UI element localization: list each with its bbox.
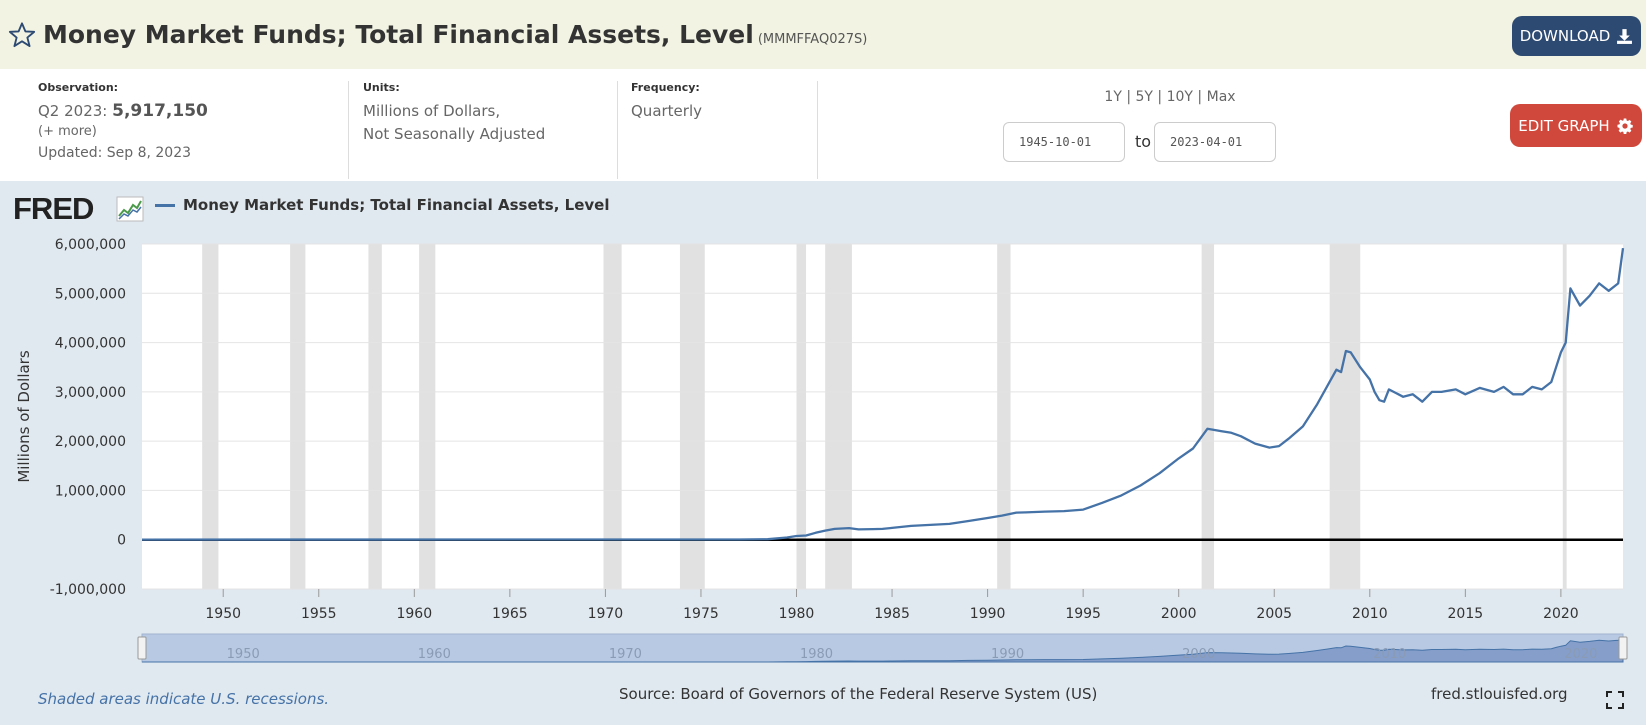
y-tick-label: 4,000,000 (55, 336, 126, 352)
navigator-tick-label: 1960 (418, 647, 451, 662)
x-axis: 1950 1955 1960 1965 1970 1975 1980 1985 1990 1995… (205, 589, 1579, 622)
legend-swatch (155, 203, 175, 207)
fred-url[interactable]: fred.stlouisfed.org (1431, 685, 1568, 703)
recession-band (796, 244, 807, 589)
recession-band (1201, 244, 1215, 589)
x-tick-label: 1965 (492, 606, 528, 622)
divider (617, 81, 618, 179)
y-tick-label: 6,000,000 (55, 237, 126, 253)
y-tick-label: 3,000,000 (55, 385, 126, 401)
recession-band (997, 244, 1011, 589)
more-link[interactable]: (+ more) (38, 124, 97, 139)
x-tick-label: 1950 (205, 606, 241, 622)
edit-graph-button[interactable]: EDIT GRAPH (1510, 104, 1642, 147)
navigator-tick-label: 2020 (1564, 647, 1597, 662)
x-tick-label: 2020 (1543, 606, 1579, 622)
plot-area (142, 244, 1623, 589)
frequency-value: Quarterly (631, 102, 702, 120)
y-tick-label: -1,000,000 (50, 582, 126, 598)
star-icon[interactable] (8, 21, 36, 49)
units-line-1: Millions of Dollars, (363, 102, 501, 120)
line-chart: -1,000,000 0 1,000,000 2,000,000 3,000,000 4,… (15, 237, 1628, 663)
observation-value: 5,917,150 (112, 101, 208, 121)
range-5y-link[interactable]: 5Y (1135, 89, 1153, 105)
frequency-block: Frequency: Quarterly (631, 81, 702, 123)
x-tick-label: 1975 (683, 606, 719, 622)
series-layer (141, 247, 1625, 541)
frequency-heading: Frequency: (631, 81, 700, 94)
legend-label: Money Market Funds; Total Financial Asse… (183, 196, 610, 214)
x-tick-label: 1955 (301, 606, 337, 622)
x-tick-label: 1985 (874, 606, 910, 622)
gear-icon (1617, 118, 1633, 134)
recession-band (825, 244, 852, 589)
y-tick-label: 5,000,000 (55, 286, 126, 302)
recession-note: Shaded areas indicate U.S. recessions. (38, 690, 330, 708)
units-line-2: Not Seasonally Adjusted (363, 125, 546, 143)
download-button[interactable]: DOWNLOAD (1512, 16, 1641, 56)
recession-band (290, 244, 306, 589)
recession-band (202, 244, 219, 589)
navigator-tick-label: 2010 (1373, 647, 1406, 662)
navigator-tick-label: 1990 (991, 647, 1024, 662)
fred-logo[interactable]: FRED (13, 191, 94, 226)
recession-band (603, 244, 622, 589)
x-tick-label: 1960 (396, 606, 432, 622)
y-tick-label: 0 (117, 533, 126, 549)
y-tick-label: 2,000,000 (55, 434, 126, 450)
range-10y-link[interactable]: 10Y (1166, 89, 1193, 105)
series-id: (MMMFFAQ027S) (757, 32, 868, 47)
fullscreen-icon[interactable] (1606, 691, 1624, 709)
x-tick-label: 1990 (970, 606, 1006, 622)
series-meta: Observation: Q2 2023: 5,917,150 (+ more)… (0, 69, 1646, 181)
navigator-series (142, 636, 1624, 663)
navigator-tick-label: 1980 (800, 647, 833, 662)
download-icon (1617, 28, 1633, 44)
y-tick-label: 1,000,000 (55, 483, 126, 499)
x-tick-label: 1995 (1065, 606, 1101, 622)
navigator-tick-label: 1950 (227, 647, 260, 662)
recession-band (419, 244, 436, 589)
recession-bands (142, 244, 1623, 589)
navigator-right-handle[interactable] (1618, 636, 1628, 660)
y-axis-label: Millions of Dollars (15, 350, 33, 483)
units-block: Units: Millions of Dollars, Not Seasonal… (363, 81, 545, 146)
series-line (141, 247, 1625, 541)
end-date-input[interactable]: 2023-04-01 (1154, 122, 1276, 162)
observation-heading: Observation: (38, 81, 119, 94)
observation-block: Observation: Q2 2023: 5,917,150 (+ more)… (38, 81, 208, 164)
recession-band (368, 244, 382, 589)
download-label: DOWNLOAD (1519, 27, 1611, 45)
observation-period: Q2 2023: (38, 102, 108, 120)
edit-graph-label: EDIT GRAPH (1518, 116, 1610, 135)
source-credit: Source: Board of Governors of the Federa… (619, 685, 1098, 703)
x-tick-label: 1970 (588, 606, 624, 622)
range-max-link[interactable]: Max (1206, 89, 1236, 105)
x-tick-label: 2015 (1448, 606, 1484, 622)
start-date-input[interactable]: 1945-10-01 (1003, 122, 1125, 162)
navigator-tick-label: 2000 (1182, 647, 1215, 662)
range-navigator[interactable]: 1950 1960 1970 1980 1990 2000 2010 2020 (137, 633, 1628, 663)
updated-date: Updated: Sep 8, 2023 (38, 145, 192, 161)
y-axis: -1,000,000 0 1,000,000 2,000,000 3,000,000 4,… (50, 237, 126, 598)
x-tick-label: 2005 (1256, 606, 1292, 622)
range-links: 1Y | 5Y | 10Y | Max (1104, 89, 1236, 105)
to-label: to (1135, 132, 1152, 151)
x-tick-label: 2000 (1161, 606, 1197, 622)
navigator-left-handle[interactable] (137, 636, 147, 660)
units-heading: Units: (363, 81, 400, 94)
header-bar: Money Market Funds; Total Financial Asse… (0, 0, 1646, 69)
recession-band (1562, 244, 1567, 589)
x-tick-label: 1980 (779, 606, 815, 622)
range-1y-link[interactable]: 1Y (1104, 89, 1122, 105)
divider (817, 81, 818, 179)
recession-band (679, 244, 705, 589)
navigator-tick-label: 1970 (609, 647, 642, 662)
fred-chart-logo-icon (116, 196, 144, 222)
chart-legend: Money Market Funds; Total Financial Asse… (155, 196, 609, 214)
recession-band (1329, 244, 1361, 589)
divider (348, 81, 349, 179)
x-tick-label: 2010 (1352, 606, 1388, 622)
page-title: Money Market Funds; Total Financial Asse… (43, 20, 868, 49)
